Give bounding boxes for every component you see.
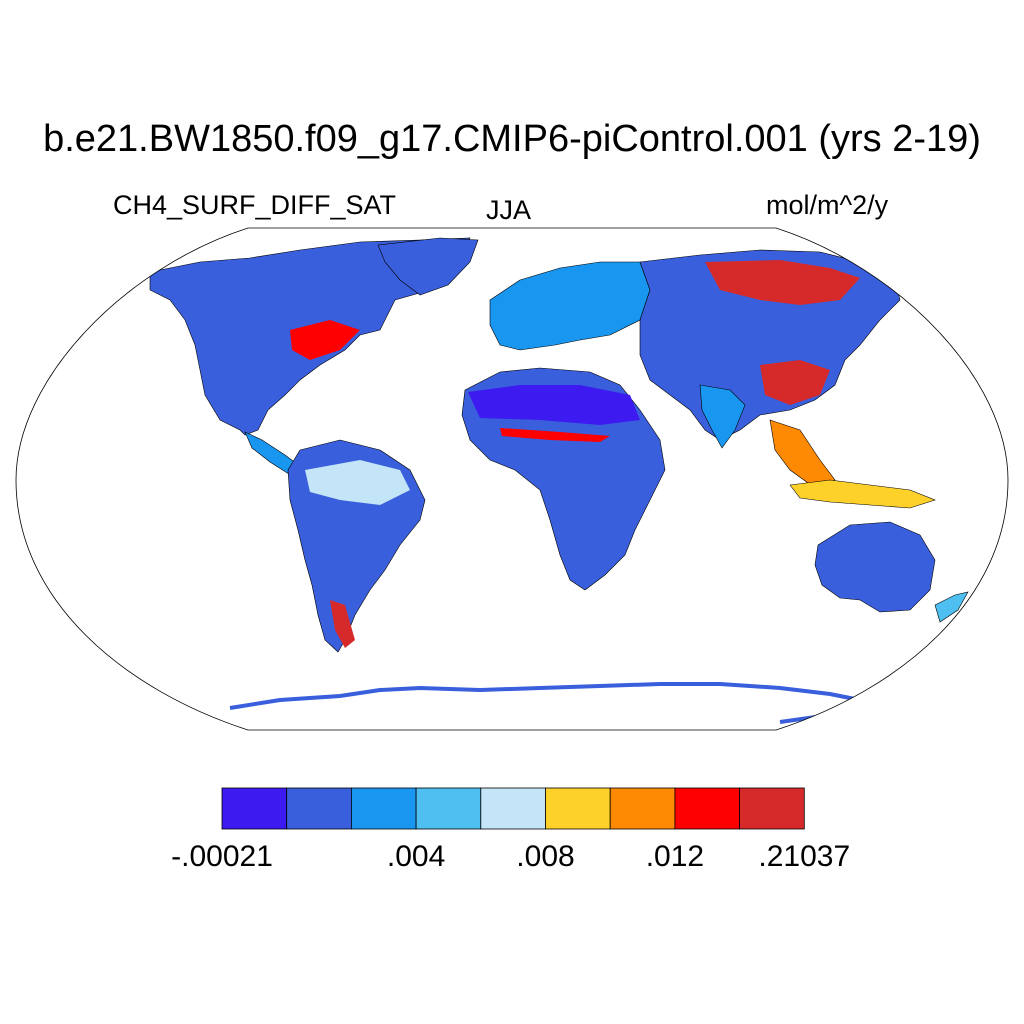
- land-indonesia: [789, 479, 936, 509]
- colorbar-tick-label: -.00021: [171, 840, 273, 873]
- colorbar-box: [221, 787, 288, 830]
- patch-sahel: [500, 428, 610, 442]
- variable-label: CH4_SURF_DIFF_SAT: [113, 190, 397, 220]
- patch-east-us: [290, 320, 360, 360]
- colorbar-box: [545, 787, 611, 830]
- patch-amazon: [305, 460, 410, 505]
- land-new-zealand: [934, 591, 969, 623]
- land-india: [699, 384, 746, 449]
- map-border: [15, 227, 1009, 731]
- colorbar-tick-label: .004: [386, 840, 446, 873]
- colorbar-tick-label: .012: [645, 840, 705, 873]
- plot-title: b.e21.BW1850.f09_g17.CMIP6-piControl.001…: [43, 118, 981, 160]
- land-greenland: [377, 237, 479, 296]
- colorbar-tick-label: .008: [516, 840, 575, 873]
- land-africa: [461, 367, 666, 591]
- colorbar-tick-label: .21037: [758, 840, 851, 873]
- colorbar-box: [609, 787, 676, 830]
- land-australia: [814, 521, 936, 613]
- colorbar-box: [739, 787, 805, 830]
- colorbar-box: [480, 787, 546, 830]
- units-label: mol/m^2/y: [766, 190, 889, 220]
- colorbar-box: [286, 787, 352, 830]
- colorbar-box: [674, 787, 741, 830]
- colorbar-box: [350, 787, 417, 830]
- colorbar-box: [415, 787, 482, 830]
- land-europe: [489, 261, 651, 351]
- patch-china: [760, 360, 830, 405]
- patch-sahara: [468, 385, 640, 425]
- season-label: JJA: [486, 195, 532, 225]
- patch-siberia: [705, 260, 860, 305]
- patch-patagonia: [330, 600, 355, 648]
- land-antarctica: [229, 682, 867, 724]
